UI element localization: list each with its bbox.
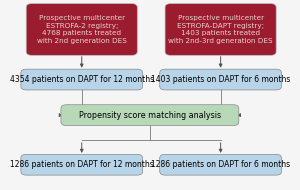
FancyBboxPatch shape bbox=[160, 69, 281, 90]
Text: 1286 patients on DAPT for 6 months: 1286 patients on DAPT for 6 months bbox=[151, 160, 290, 169]
Text: Prospective multicenter
ESTROFA-2 registry;
4768 patients treated
with 2nd gener: Prospective multicenter ESTROFA-2 regist… bbox=[37, 15, 127, 44]
FancyBboxPatch shape bbox=[61, 105, 239, 126]
Text: 4354 patients on DAPT for 12 months: 4354 patients on DAPT for 12 months bbox=[10, 75, 154, 84]
FancyBboxPatch shape bbox=[26, 4, 137, 55]
Text: 1286 patients on DAPT for 12 months: 1286 patients on DAPT for 12 months bbox=[10, 160, 154, 169]
FancyBboxPatch shape bbox=[165, 4, 276, 55]
Text: Propensity score matching analysis: Propensity score matching analysis bbox=[79, 111, 221, 120]
Text: 1403 patients on DAPT for 6 months: 1403 patients on DAPT for 6 months bbox=[151, 75, 290, 84]
FancyBboxPatch shape bbox=[160, 154, 281, 175]
FancyBboxPatch shape bbox=[21, 69, 142, 90]
FancyBboxPatch shape bbox=[21, 154, 142, 175]
Text: Prospective multicenter
ESTROFA-DAPT registry;
1403 patients treated
with 2nd-3r: Prospective multicenter ESTROFA-DAPT reg… bbox=[168, 15, 273, 44]
